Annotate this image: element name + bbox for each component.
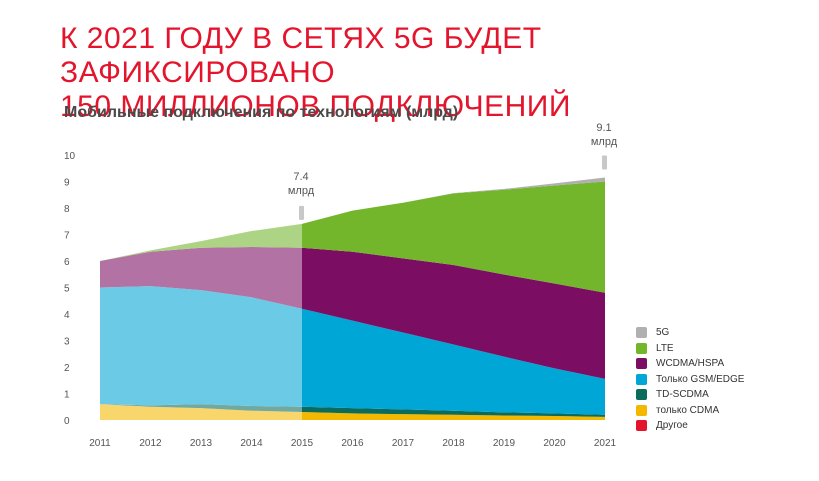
legend-item: Другое: [636, 418, 744, 434]
x-tick-label: 2018: [442, 438, 465, 449]
x-tick-label: 2021: [594, 438, 617, 449]
y-tick-label: 6: [64, 257, 70, 268]
chart-legend: 5G LTE WCDMA/HSPA Только GSM/EDGE TD-SCDMA то…: [636, 325, 744, 434]
y-tick-label: 5: [64, 284, 70, 295]
legend-label: Другое: [656, 420, 688, 432]
legend-swatch: [636, 327, 647, 339]
annotation-2021-value: 9.1: [596, 122, 612, 134]
annotation-2015: 7.4 млрд: [276, 170, 326, 198]
x-tick-label: 2011: [89, 438, 111, 449]
area-только-gsm-edge: [100, 286, 605, 415]
headline-line-1: К 2021 ГОДУ В СЕТЯХ 5G БУДЕТ ЗАФИКСИРОВА…: [60, 22, 542, 89]
x-tick-label: 2019: [493, 438, 516, 449]
legend-swatch: [636, 420, 647, 432]
annotation-2015-unit: млрд: [287, 185, 315, 197]
legend-swatch: [636, 404, 647, 416]
legend-label: Только GSM/EDGE: [656, 373, 745, 385]
y-tick-label: 0: [64, 416, 70, 427]
legend-item: WCDMA/HSPA: [636, 356, 744, 372]
headline: К 2021 ГОДУ В СЕТЯХ 5G БУДЕТ ЗАФИКСИРОВА…: [60, 22, 819, 124]
y-tick-label: 1: [64, 390, 70, 401]
y-tick-label: 10: [64, 151, 76, 162]
legend-swatch: [636, 373, 647, 385]
x-tick-label: 2016: [341, 438, 364, 449]
legend-label: 5G: [656, 327, 670, 339]
legend-item: TD-SCDMA: [636, 387, 744, 403]
legend-swatch: [636, 342, 647, 354]
area-lte: [100, 181, 605, 293]
legend-swatch: [636, 389, 647, 401]
annotation-2015-value: 7.4: [293, 171, 309, 183]
y-tick-label: 7: [64, 231, 70, 242]
y-tick-label: 2: [64, 363, 70, 374]
y-tick-label: 3: [64, 337, 70, 348]
area-wcdma-hspa: [100, 246, 605, 379]
legend-label: LTE: [656, 342, 674, 354]
y-tick-label: 8: [64, 204, 70, 215]
x-tick-label: 2020: [543, 438, 566, 449]
legend-label: только CDMA: [656, 404, 720, 416]
legend-label: TD-SCDMA: [656, 389, 709, 401]
legend-item: LTE: [636, 341, 744, 357]
x-tick-label: 2017: [392, 438, 415, 449]
legend-item: 5G: [636, 325, 744, 341]
headline-line-2: 150 МИЛЛИОНОВ ПОДКЛЮЧЕНИЙ: [60, 90, 571, 123]
x-tick-label: 2013: [190, 438, 213, 449]
x-tick-label: 2014: [240, 438, 263, 449]
area-td-scdma: [100, 404, 605, 417]
area-только-cdma: [100, 404, 605, 420]
annotation-2021-unit: млрд: [590, 136, 618, 148]
legend-item: Только GSM/EDGE: [636, 372, 744, 388]
x-tick-label: 2012: [139, 438, 162, 449]
legend-label: WCDMA/HSPA: [656, 358, 725, 370]
legend-item: только CDMA: [636, 403, 744, 419]
historical-overlay: [100, 150, 302, 420]
x-tick-label: 2015: [291, 438, 314, 449]
annotation-2015-marker: [299, 205, 304, 220]
annotation-2021-marker: [602, 155, 607, 170]
y-tick-label: 4: [64, 310, 70, 321]
annotation-2021: 9.1 млрд: [579, 121, 629, 149]
chart-title: Мобильные подключения по технологиям (мл…: [64, 104, 459, 121]
y-tick-label: 9: [64, 178, 70, 189]
legend-swatch: [636, 358, 647, 370]
